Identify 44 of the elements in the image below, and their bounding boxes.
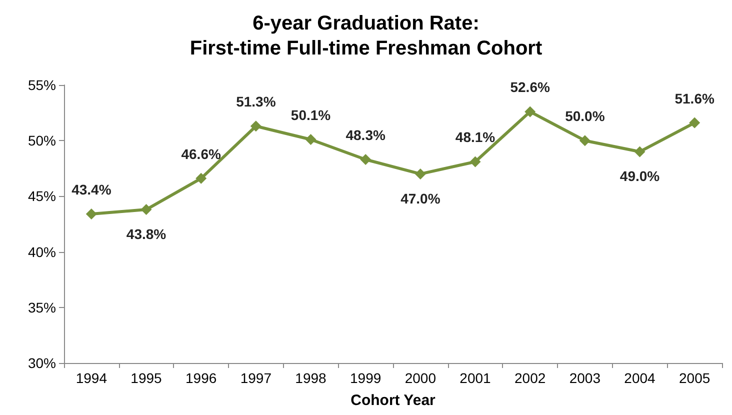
point <box>305 134 316 145</box>
x-tick-label: 1999 <box>350 370 382 386</box>
x-axis-title: Cohort Year <box>350 392 436 409</box>
point <box>250 120 262 132</box>
data-label: 43.4% <box>72 181 112 198</box>
x-tick-label: 2002 <box>514 370 546 386</box>
x-tick-label: 1996 <box>186 370 217 386</box>
point <box>196 172 207 184</box>
point <box>360 154 372 166</box>
data-label: 51.6% <box>674 90 715 106</box>
data-label: 46.6% <box>181 146 222 162</box>
data-label: 52.6% <box>510 79 550 96</box>
y-tick-label: 35% <box>28 299 56 316</box>
data-label: 48.3% <box>346 127 386 144</box>
point <box>579 135 590 146</box>
x-tick-label: 2004 <box>624 370 656 386</box>
point <box>140 204 152 216</box>
y-tick-label: 50% <box>28 132 56 149</box>
x-tick-label: 1995 <box>130 370 162 386</box>
x-tick-label: 2003 <box>569 370 601 386</box>
point <box>689 117 700 128</box>
data-label: 49.0% <box>620 168 660 184</box>
x-tick-label: 1998 <box>295 370 327 386</box>
data-label: 50.0% <box>565 108 606 124</box>
x-tick-label: 2000 <box>404 370 436 386</box>
point <box>524 106 536 118</box>
data-label: 43.8% <box>126 226 167 242</box>
y-tick-label: 30% <box>28 355 56 371</box>
data-label: 51.3% <box>236 94 276 110</box>
x-tick-label: 2005 <box>679 370 710 386</box>
y-tick-label: 45% <box>28 188 56 204</box>
y-tick-label: 40% <box>28 244 56 260</box>
x-tick-label: 1994 <box>76 370 108 386</box>
point <box>470 156 481 168</box>
data-label: 50.1% <box>290 106 332 123</box>
point <box>634 146 646 158</box>
point <box>414 168 426 180</box>
data-label: 47.0% <box>400 190 441 206</box>
y-tick-label: 55% <box>28 77 56 93</box>
x-tick-label: 2001 <box>460 370 492 386</box>
x-tick-label: 1997 <box>240 370 272 386</box>
chart-title: 6-year Graduation Rate: First-time Full-time Freshman Cohort <box>190 12 542 60</box>
data-label: 48.1% <box>455 129 496 146</box>
point <box>86 208 97 220</box>
